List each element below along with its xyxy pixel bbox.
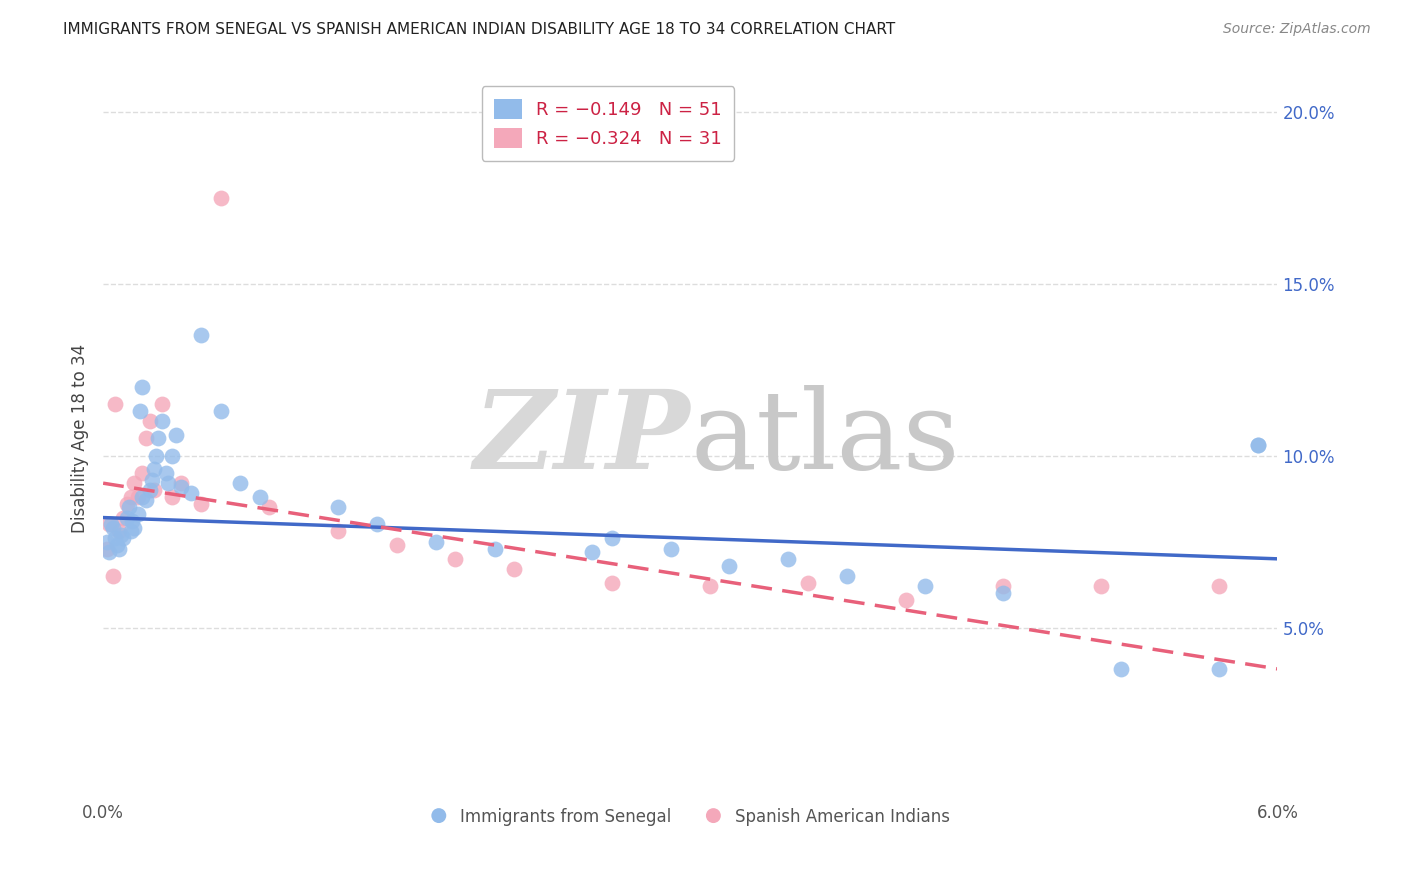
Point [131,380,153,394]
Point [141,473,163,487]
Point [155,466,177,480]
Point [101,569,124,583]
Text: ZIP: ZIP [474,384,690,492]
Point [835,569,858,583]
Point [107,524,129,539]
Point [120,524,142,539]
Point [146,432,169,446]
Point [96,541,118,556]
Point [1247,438,1270,452]
Point [160,490,183,504]
Point [326,524,349,539]
Point [209,191,232,205]
Point [124,521,146,535]
Point [135,432,157,446]
Point [1109,662,1132,676]
Point [699,579,721,593]
Point [993,586,1015,600]
Point [120,490,142,504]
Point [111,510,134,524]
Point [1247,438,1270,452]
Point [139,414,162,428]
Text: atlas: atlas [690,385,960,492]
Point [101,521,124,535]
Point [503,562,526,576]
Point [1208,579,1230,593]
Point [366,517,388,532]
Point [110,528,132,542]
Point [135,493,157,508]
Point [326,500,349,515]
Legend: Immigrants from Senegal, Spanish American Indians: Immigrants from Senegal, Spanish America… [422,800,959,835]
Point [259,500,281,515]
Point [600,531,623,545]
Point [121,514,143,528]
Point [131,490,153,504]
Point [160,449,183,463]
Point [150,414,173,428]
Point [129,404,152,418]
Point [143,462,166,476]
Point [104,397,127,411]
Point [139,483,162,497]
Point [98,517,121,532]
Point [444,551,467,566]
Point [425,534,447,549]
Point [229,476,252,491]
Point [180,486,202,500]
Point [385,538,408,552]
Y-axis label: Disability Age 18 to 34: Disability Age 18 to 34 [72,344,89,533]
Point [600,575,623,590]
Point [1208,662,1230,676]
Point [127,507,149,521]
Point [127,490,149,504]
Point [894,593,917,607]
Point [131,466,153,480]
Point [993,579,1015,593]
Text: Source: ZipAtlas.com: Source: ZipAtlas.com [1223,22,1371,37]
Point [170,480,193,494]
Point [96,534,118,549]
Point [249,490,271,504]
Point [165,428,187,442]
Point [111,531,134,545]
Point [1090,579,1112,593]
Point [115,497,138,511]
Point [778,551,800,566]
Point [124,476,146,491]
Point [170,476,193,491]
Point [143,483,166,497]
Point [484,541,506,556]
Point [100,517,122,532]
Point [115,510,138,524]
Point [156,476,179,491]
Point [581,545,603,559]
Point [98,545,121,559]
Text: IMMIGRANTS FROM SENEGAL VS SPANISH AMERICAN INDIAN DISABILITY AGE 18 TO 34 CORRE: IMMIGRANTS FROM SENEGAL VS SPANISH AMERI… [63,22,896,37]
Point [150,397,173,411]
Point [105,538,128,552]
Point [145,449,167,463]
Point [659,541,682,556]
Point [190,328,212,343]
Point [117,500,139,515]
Point [718,558,741,573]
Point [914,579,936,593]
Point [107,541,129,556]
Point [796,575,818,590]
Point [190,497,212,511]
Point [104,531,127,545]
Point [209,404,232,418]
